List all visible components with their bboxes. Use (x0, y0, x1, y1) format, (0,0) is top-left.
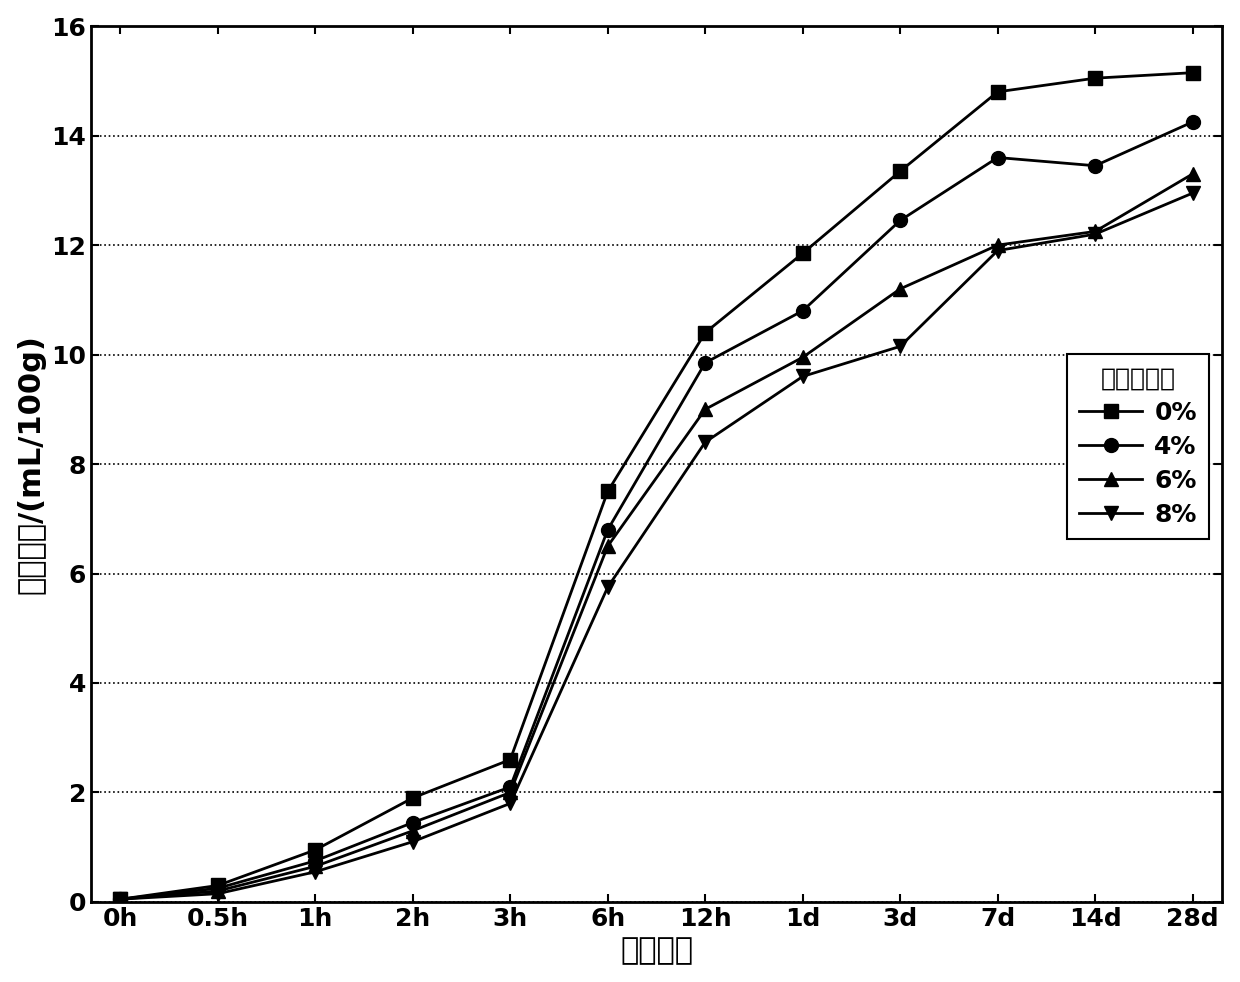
0% (1185, 67, 1200, 79)
6% (600, 540, 615, 552)
4% (795, 304, 810, 316)
4% (1185, 116, 1200, 128)
Line: 4%: 4% (113, 115, 1199, 906)
0% (600, 485, 615, 497)
0% (795, 247, 810, 259)
6% (698, 404, 713, 415)
0% (991, 86, 1006, 98)
Line: 8%: 8% (113, 187, 1199, 906)
4% (308, 855, 322, 867)
6% (211, 885, 226, 897)
8% (1185, 188, 1200, 199)
8% (1087, 228, 1102, 240)
4% (405, 817, 420, 829)
4% (502, 781, 517, 792)
8% (113, 894, 128, 905)
0% (502, 754, 517, 766)
8% (698, 436, 713, 448)
Legend: 0%, 4%, 6%, 8%: 0%, 4%, 6%, 8% (1066, 355, 1209, 539)
6% (1185, 168, 1200, 180)
8% (991, 245, 1006, 256)
4% (600, 523, 615, 535)
4% (893, 215, 908, 227)
6% (113, 894, 128, 905)
8% (600, 581, 615, 593)
X-axis label: 水化时间: 水化时间 (620, 936, 693, 965)
4% (698, 356, 713, 368)
0% (405, 792, 420, 804)
6% (1087, 226, 1102, 238)
8% (893, 341, 908, 353)
0% (211, 880, 226, 892)
6% (795, 352, 810, 363)
6% (308, 860, 322, 872)
4% (211, 883, 226, 895)
4% (1087, 160, 1102, 172)
Line: 0%: 0% (113, 66, 1199, 906)
Y-axis label: 化学收缩/(mL/100g): 化学收缩/(mL/100g) (16, 334, 46, 594)
8% (211, 888, 226, 900)
8% (795, 370, 810, 382)
4% (991, 151, 1006, 163)
0% (113, 894, 128, 905)
4% (113, 894, 128, 905)
8% (405, 836, 420, 847)
8% (308, 866, 322, 878)
0% (698, 327, 713, 339)
6% (991, 240, 1006, 251)
8% (502, 797, 517, 809)
0% (893, 165, 908, 177)
Line: 6%: 6% (113, 167, 1199, 906)
6% (502, 787, 517, 798)
6% (893, 283, 908, 295)
6% (405, 825, 420, 837)
0% (308, 844, 322, 855)
0% (1087, 73, 1102, 84)
